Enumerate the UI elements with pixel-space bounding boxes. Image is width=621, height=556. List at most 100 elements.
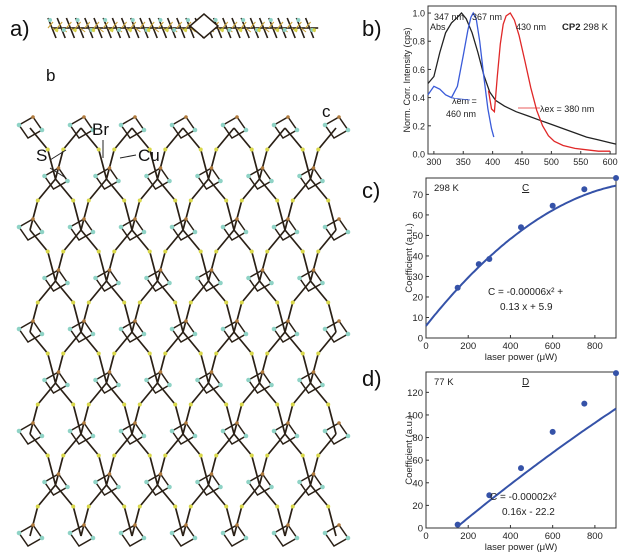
atom [311, 166, 316, 170]
data-point [581, 186, 588, 193]
y-tick-label: 0.8 [412, 37, 425, 47]
atom [290, 198, 295, 203]
atom [311, 268, 316, 272]
atom [65, 178, 70, 184]
atom [246, 377, 251, 383]
y-tick-label: 0 [418, 334, 423, 345]
atom [96, 249, 101, 254]
atom [337, 217, 341, 221]
atom [163, 351, 168, 356]
atom [110, 28, 114, 32]
atom [122, 300, 127, 305]
atom [65, 382, 70, 388]
atom [158, 472, 163, 476]
atom [147, 147, 152, 152]
atom [195, 173, 200, 179]
symbol-label: C [522, 183, 529, 194]
atom [265, 147, 270, 152]
y-tick-label: 0 [418, 524, 423, 535]
bond [135, 27, 141, 33]
atom [35, 504, 40, 509]
bond [56, 17, 66, 39]
atom [82, 217, 86, 221]
data-point [613, 175, 619, 181]
x-tick-label: 450 [514, 157, 529, 167]
atom [224, 198, 229, 203]
atom [238, 28, 243, 32]
x-tick-label: 200 [460, 341, 476, 352]
atom [192, 229, 198, 235]
atom [116, 484, 121, 490]
atom [249, 351, 254, 356]
atom [345, 433, 351, 439]
y-tick-label: 0.2 [412, 121, 425, 131]
bond [185, 21, 192, 29]
atom [122, 504, 127, 509]
atom [16, 326, 22, 332]
atom [294, 28, 298, 32]
atom [316, 453, 321, 458]
y-tick-label: 40 [412, 478, 423, 489]
atom [122, 402, 127, 407]
atom [271, 224, 277, 230]
atom [107, 370, 112, 374]
atom [220, 122, 226, 128]
atom [297, 479, 302, 485]
atom [122, 198, 127, 203]
atom [173, 402, 178, 407]
atom [90, 433, 96, 439]
atom [144, 377, 149, 383]
atom [214, 453, 219, 458]
bond [221, 116, 248, 139]
data-point [454, 284, 461, 291]
atom [167, 280, 172, 286]
bond [153, 27, 160, 33]
atom [96, 453, 101, 458]
x-axis-label: laser power (μW) [485, 542, 558, 553]
atom [224, 300, 229, 305]
fit-equation-line2: 0.13 x + 5.9 [500, 302, 553, 313]
atom [86, 504, 91, 509]
x-tick-label: 800 [587, 531, 603, 542]
atom [165, 28, 169, 32]
atom [290, 402, 295, 407]
atom [265, 351, 270, 356]
data-point [613, 370, 619, 377]
annotation-excitation-value: 460 nm [446, 109, 476, 119]
atom [82, 319, 86, 323]
bond [259, 21, 266, 29]
atom [61, 351, 66, 356]
atom [243, 535, 249, 541]
bond [286, 21, 293, 29]
bond [245, 27, 252, 33]
atom [16, 122, 22, 128]
bond [111, 17, 122, 39]
data-point [581, 400, 588, 407]
data-point [518, 224, 524, 231]
data-point [486, 492, 493, 499]
bond [305, 21, 312, 29]
atom [246, 479, 251, 485]
atom [316, 351, 321, 356]
atom [184, 115, 188, 119]
atom [54, 28, 59, 32]
atom [260, 370, 265, 374]
plot-frame [425, 371, 617, 529]
atom [45, 453, 50, 458]
atom [195, 275, 200, 281]
atom [186, 18, 190, 22]
bond [222, 17, 232, 39]
bond [277, 21, 284, 29]
atom [265, 249, 270, 254]
y-tick-label: 60 [412, 456, 423, 467]
atom [158, 166, 163, 170]
atom [35, 402, 40, 407]
atom [71, 300, 76, 305]
atom [31, 115, 35, 119]
bond [56, 21, 63, 29]
atom [130, 18, 135, 22]
atom [73, 28, 77, 32]
atom [300, 147, 305, 152]
atom [326, 402, 331, 407]
atom [184, 421, 188, 425]
